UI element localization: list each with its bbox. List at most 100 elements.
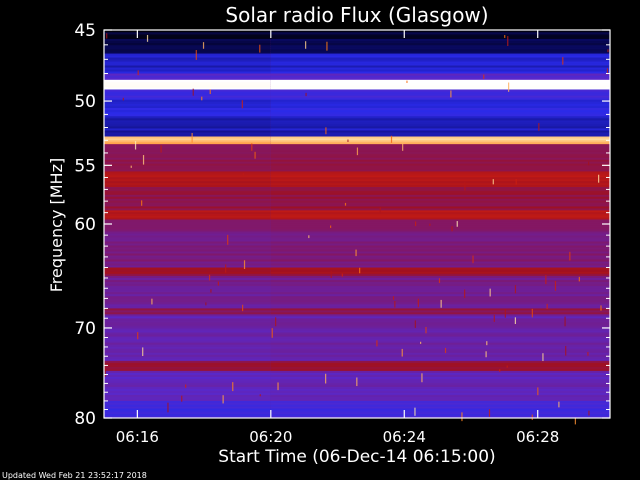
band-cell — [104, 318, 271, 321]
band-cell — [270, 237, 610, 240]
band-cell — [270, 358, 610, 362]
band-cell — [270, 306, 610, 309]
noise-streak — [225, 264, 227, 273]
band-cell — [270, 212, 610, 215]
band-cell — [104, 114, 271, 117]
band-cell — [104, 338, 271, 342]
band-cell — [104, 384, 271, 388]
band-cell — [270, 288, 610, 291]
noise-streak — [305, 92, 307, 97]
chart-title: Solar radio Flux (Glasgow) — [225, 3, 488, 27]
band-cell — [104, 149, 271, 153]
band-cell — [104, 284, 271, 287]
band-cell — [270, 130, 610, 133]
band-cell — [270, 188, 610, 192]
noise-streak — [275, 317, 277, 327]
noise-streak — [515, 179, 517, 185]
band-cell — [270, 165, 610, 168]
band-cell — [270, 342, 610, 346]
band-cell — [270, 97, 610, 101]
noise-streak — [537, 387, 539, 396]
band-cell — [104, 358, 271, 362]
band-cell — [104, 148, 271, 151]
noise-streak — [251, 143, 253, 151]
band-cell — [104, 51, 271, 54]
band-cell — [270, 284, 610, 287]
band-cell — [104, 396, 271, 400]
band-cell — [270, 332, 610, 335]
band-cell — [104, 312, 271, 315]
band-cell — [104, 153, 271, 157]
band-cell — [104, 281, 271, 285]
band-cell — [104, 75, 271, 79]
noise-streak — [355, 249, 357, 257]
noise-streak — [607, 49, 609, 53]
noise-streak — [122, 97, 124, 101]
band-cell — [104, 212, 271, 215]
band-cell — [270, 350, 610, 354]
band-cell — [270, 41, 610, 44]
noise-streak — [464, 289, 466, 298]
band-cell — [270, 247, 610, 250]
band-cell — [104, 398, 271, 402]
band-cell — [270, 245, 610, 248]
band-cell — [104, 122, 271, 125]
band-cell — [270, 93, 610, 97]
band-cell — [270, 69, 610, 72]
band-cell — [104, 372, 271, 376]
band-cell — [104, 300, 271, 303]
band-cell — [104, 406, 271, 409]
band-cell — [270, 396, 610, 400]
band-cell — [270, 416, 610, 419]
band-cell — [270, 112, 610, 115]
band-cell — [104, 247, 271, 250]
band-cell — [270, 155, 610, 159]
band-cell — [270, 275, 610, 279]
noise-streak — [414, 221, 417, 227]
band-cell — [104, 126, 271, 129]
band-cell — [270, 116, 610, 119]
band-cell — [270, 179, 610, 182]
noise-streak — [242, 172, 244, 176]
noise-streak — [588, 161, 590, 166]
band-cell — [104, 165, 271, 168]
band-cell — [270, 290, 610, 293]
band-cell — [270, 360, 610, 364]
band-cell — [104, 215, 271, 219]
noise-streak — [514, 317, 516, 325]
band-cell — [270, 414, 610, 417]
band-cell — [104, 124, 271, 127]
band-cell — [270, 124, 610, 127]
band-cell — [104, 91, 271, 94]
band-cell — [270, 308, 610, 311]
band-cell — [270, 267, 610, 271]
band-cell — [104, 217, 271, 220]
band-cell — [270, 398, 610, 402]
band-cell — [270, 107, 610, 111]
band-cell — [270, 128, 610, 131]
band-cell — [270, 241, 610, 244]
band-cell — [270, 175, 610, 178]
band-cell — [104, 296, 271, 299]
band-cell — [270, 138, 610, 141]
band-cell — [270, 330, 610, 333]
band-cell — [104, 138, 271, 141]
band-cell — [104, 120, 271, 123]
band-cell — [270, 87, 610, 90]
band-cell — [104, 243, 271, 246]
band-cell — [104, 400, 271, 404]
band-cell — [270, 89, 610, 92]
noise-streak — [578, 276, 580, 282]
band-cell — [104, 269, 271, 273]
band-cell — [104, 386, 271, 390]
noise-streak — [137, 70, 139, 76]
x-tick-label: 06:28 — [516, 428, 559, 446]
noise-streak — [531, 414, 533, 421]
band-cell — [104, 63, 271, 66]
band-cell — [104, 336, 271, 340]
noise-streak — [325, 373, 327, 384]
band-cell — [270, 316, 610, 319]
noise-streak — [141, 200, 143, 206]
band-cell — [104, 410, 271, 413]
noise-streak — [600, 305, 602, 311]
